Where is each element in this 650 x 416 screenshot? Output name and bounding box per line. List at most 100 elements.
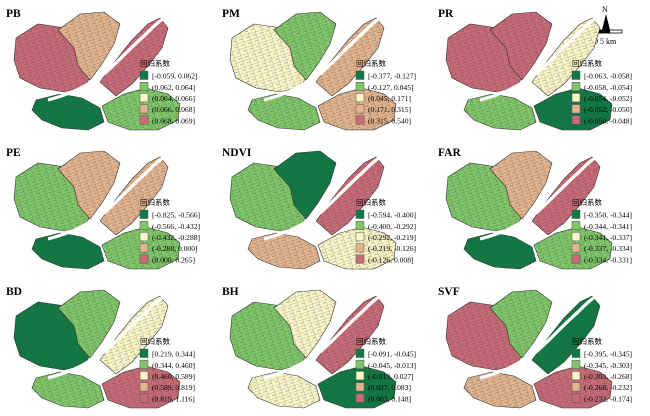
legend-label: (0.083, 0.148]	[368, 394, 411, 403]
river	[47, 292, 169, 380]
legend-label: (0.315, 0.540]	[368, 116, 411, 125]
legend: 回归系数 [-0.594, -0.400] (-0.400, -0.292] (-0.…	[355, 197, 416, 264]
river	[263, 153, 385, 241]
legend-label: (0.344, 0.460]	[152, 361, 195, 370]
legend-swatch	[139, 371, 149, 381]
legend-swatch	[571, 209, 581, 219]
river	[479, 292, 601, 380]
legend-label: (0.066, 0.068]	[152, 105, 195, 114]
panel-title: PE	[6, 147, 21, 159]
legend-swatch	[355, 348, 365, 358]
river	[47, 153, 169, 241]
panel-title: BH	[222, 286, 239, 298]
region-south-west	[31, 232, 105, 270]
region-south-west	[463, 232, 537, 270]
legend: 回归系数 [-0.063, -0.058] (-0.058, -0.054] (-0.…	[571, 58, 632, 125]
legend-label: (-0.566, -0.432]	[152, 222, 200, 231]
legend-label: [-0.063, -0.058]	[584, 72, 632, 81]
panel-title: SVF	[438, 286, 460, 298]
legend-title: 回归系数	[356, 197, 386, 207]
legend-swatch	[355, 81, 365, 91]
legend-swatch	[571, 115, 581, 125]
legend-title: 回归系数	[140, 197, 170, 207]
river	[47, 14, 169, 102]
region-south-west	[247, 93, 321, 131]
region-south-west	[247, 232, 321, 270]
scale-label: 0 5 km	[594, 37, 617, 46]
legend-label: [-0.377, -0.127]	[368, 72, 416, 81]
legend-label: (0.000, 0.265]	[152, 255, 195, 264]
legend-label: [0.219, 0.344]	[152, 350, 195, 359]
legend-swatch	[139, 115, 149, 125]
panel-svf: SVF 回归系数 [-0.395, -0.345] (-0.345, -0.303] (…	[438, 286, 632, 409]
legend-label: (0.819, 1.116]	[152, 394, 195, 403]
legend-label: (-0.268, -0.232]	[584, 383, 632, 392]
legend-swatch	[355, 393, 365, 403]
legend-swatch	[355, 115, 365, 125]
legend-swatch	[571, 93, 581, 103]
legend-swatch	[355, 70, 365, 80]
legend-swatch	[139, 104, 149, 114]
legend-label: (0.068, 0.069]	[152, 116, 195, 125]
panel-ndvi: NDVI 回归系数 [-0.594, -0.400] (-0.400, -0.292]…	[222, 147, 416, 270]
legend-label: (-0.052, -0.050]	[584, 105, 632, 114]
legend-swatch	[571, 81, 581, 91]
legend-swatch	[571, 382, 581, 392]
legend-label: (-0.219, -0.126]	[368, 244, 416, 253]
river	[263, 14, 385, 102]
legend-swatch	[571, 359, 581, 369]
legend-swatch	[139, 209, 149, 219]
panel-title: FAR	[438, 147, 461, 159]
north-label: N	[602, 5, 608, 14]
region-south-west	[31, 93, 105, 131]
legend-title: 回归系数	[572, 336, 602, 346]
legend-swatch	[571, 371, 581, 381]
river	[479, 14, 601, 102]
legend-label: (-0.400, -0.292]	[368, 222, 416, 231]
legend-title: 回归系数	[572, 58, 602, 68]
legend-swatch	[139, 81, 149, 91]
region-south-west	[463, 371, 537, 409]
region-south-west	[463, 93, 537, 131]
legend: 回归系数 [-0.059, 0.062] (0.062, 0.064] (0.064,…	[139, 58, 198, 125]
panel-title: PM	[222, 8, 240, 20]
legend-title: 回归系数	[572, 197, 602, 207]
legend-label: (-0.292, -0.219]	[368, 233, 416, 242]
legend-label: (-0.013, 0.027]	[368, 372, 414, 381]
legend-label: (-0.334, -0.331]	[584, 255, 632, 264]
legend-swatch	[571, 348, 581, 358]
region-south-west	[247, 371, 321, 409]
legend-label: (0.064, 0.066]	[152, 94, 195, 103]
river	[479, 153, 601, 241]
legend-label: (0.045, 0.171]	[368, 94, 411, 103]
panels-layer: PB 回归系数 [-0.059, 0.062] (0.062, 0.064] (0.06…	[6, 8, 632, 409]
legend-swatch	[571, 232, 581, 242]
legend: 回归系数 [-0.377, -0.127] (-0.127, 0.045] (0.04…	[355, 58, 416, 125]
legend-swatch	[139, 254, 149, 264]
legend-label: (-0.288, 0.000]	[152, 244, 198, 253]
legend-label: (-0.432, -0.288]	[152, 233, 200, 242]
legend-swatch	[139, 93, 149, 103]
panel-pe: PE 回归系数 [-0.825, -0.566] (-0.566, -0.432] (-…	[6, 147, 200, 270]
legend-title: 回归系数	[356, 336, 386, 346]
legend-label: [-0.091, -0.045]	[368, 350, 416, 359]
legend-label: [-0.350, -0.344]	[584, 211, 632, 220]
legend-swatch	[355, 104, 365, 114]
legend: 回归系数 [-0.825, -0.566] (-0.566, -0.432] (-0.…	[139, 197, 200, 264]
legend-label: (-0.345, -0.303]	[584, 361, 632, 370]
legend-swatch	[139, 232, 149, 242]
legend-label: (-0.341, -0.337]	[584, 233, 632, 242]
panel-title: BD	[6, 286, 22, 298]
river	[263, 292, 385, 380]
legend: 回归系数 [-0.395, -0.345] (-0.345, -0.303] (-0.…	[571, 336, 632, 403]
panel-pm: PM 回归系数 [-0.377, -0.127] (-0.127, 0.045] (0.…	[222, 8, 416, 131]
panel-bd: BD 回归系数 [0.219, 0.344] (0.344, 0.460] (0.460…	[6, 286, 195, 409]
legend-label: (-0.127, 0.045]	[368, 83, 414, 92]
legend-label: (-0.050, -0.048]	[584, 116, 632, 125]
north-arrow: N	[601, 5, 611, 34]
legend-label: (0.460, 0.589]	[152, 372, 195, 381]
legend-swatch	[571, 393, 581, 403]
legend-swatch	[355, 382, 365, 392]
legend-label: (-0.303, -0.268]	[584, 372, 632, 381]
legend-swatch	[139, 348, 149, 358]
